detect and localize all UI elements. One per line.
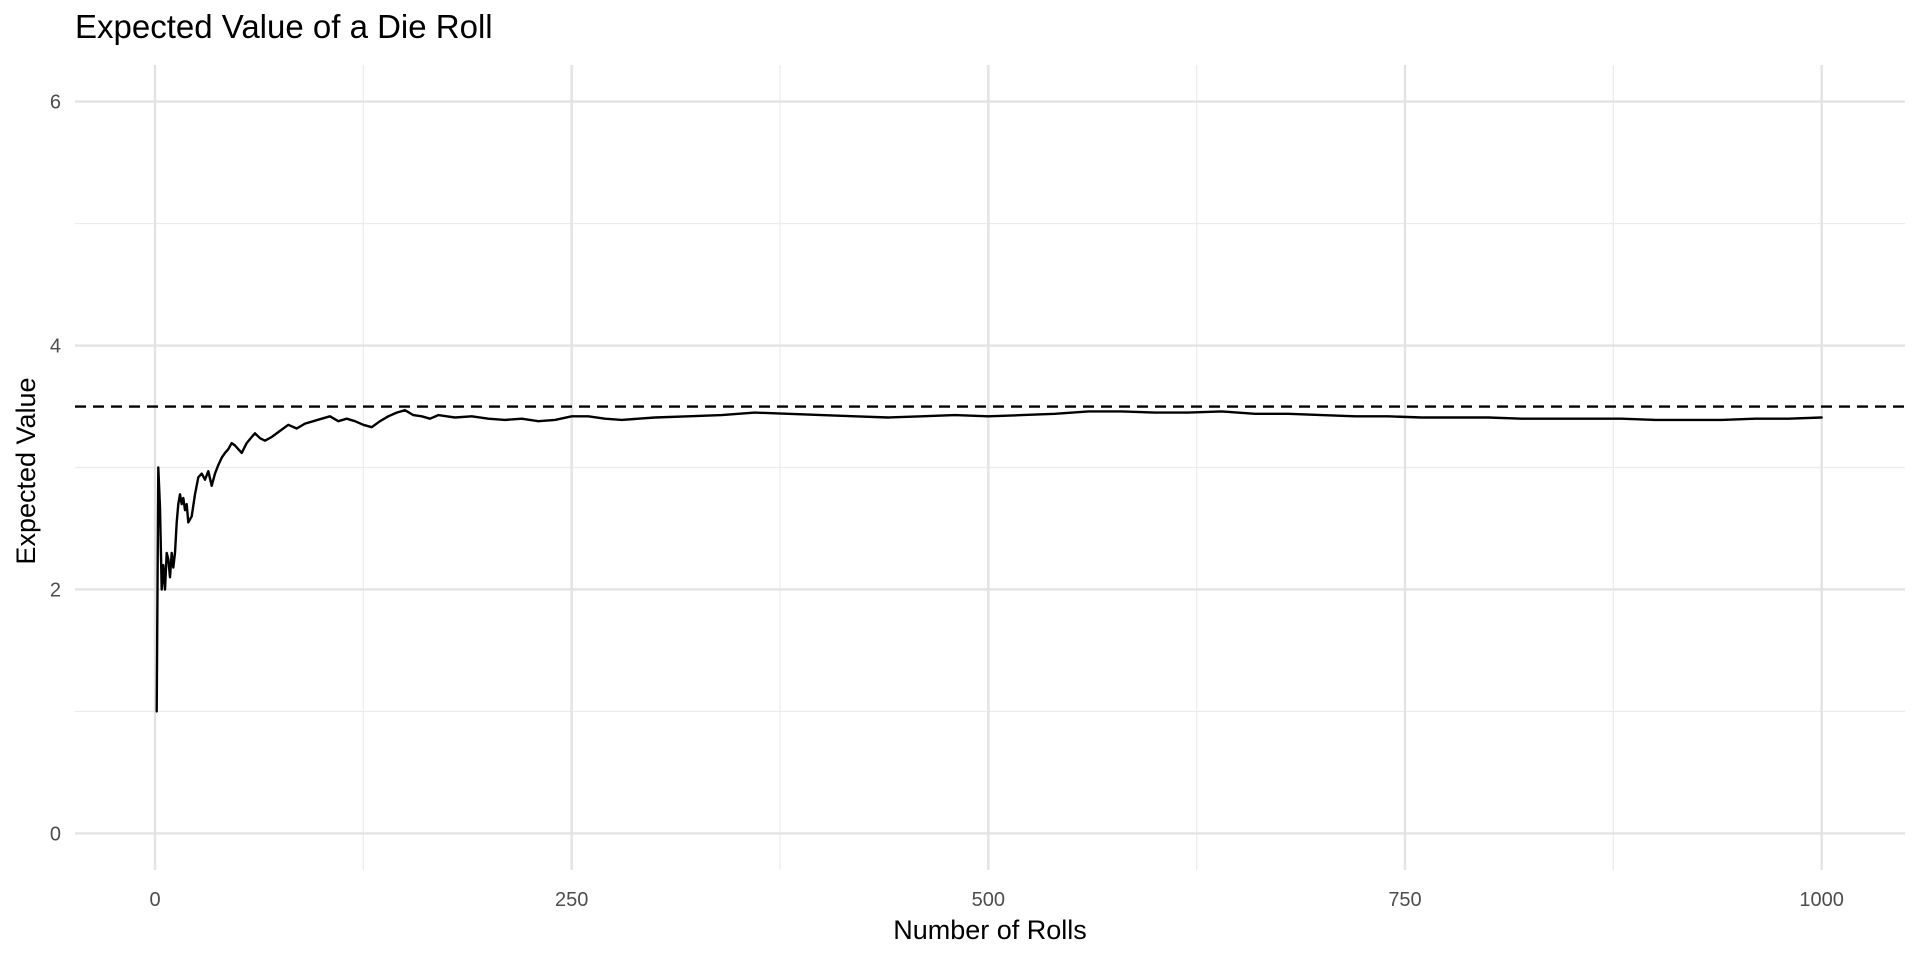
x-tick-label: 500 [972, 889, 1005, 911]
x-tick-label: 750 [1388, 889, 1421, 911]
major-gridlines [75, 65, 1905, 870]
series-line [155, 409, 1823, 713]
y-tick-label: 6 [50, 92, 61, 114]
y-axis-ticks: 0 2 4 6 [50, 92, 61, 846]
y-tick-label: 2 [50, 579, 61, 601]
x-tick-label: 250 [555, 889, 588, 911]
y-axis-title: Expected Value [11, 377, 41, 564]
series-layer [155, 409, 1823, 713]
y-tick-label: 4 [50, 336, 61, 358]
x-tick-label: 1000 [1799, 889, 1844, 911]
x-axis-title: Number of Rolls [893, 915, 1087, 945]
x-tick-label: 0 [149, 889, 160, 911]
y-tick-label: 0 [50, 823, 61, 845]
x-axis-ticks: 0 250 500 750 1000 [149, 889, 1843, 911]
chart-title: Expected Value of a Die Roll [75, 8, 493, 45]
minor-gridlines [75, 65, 1905, 870]
